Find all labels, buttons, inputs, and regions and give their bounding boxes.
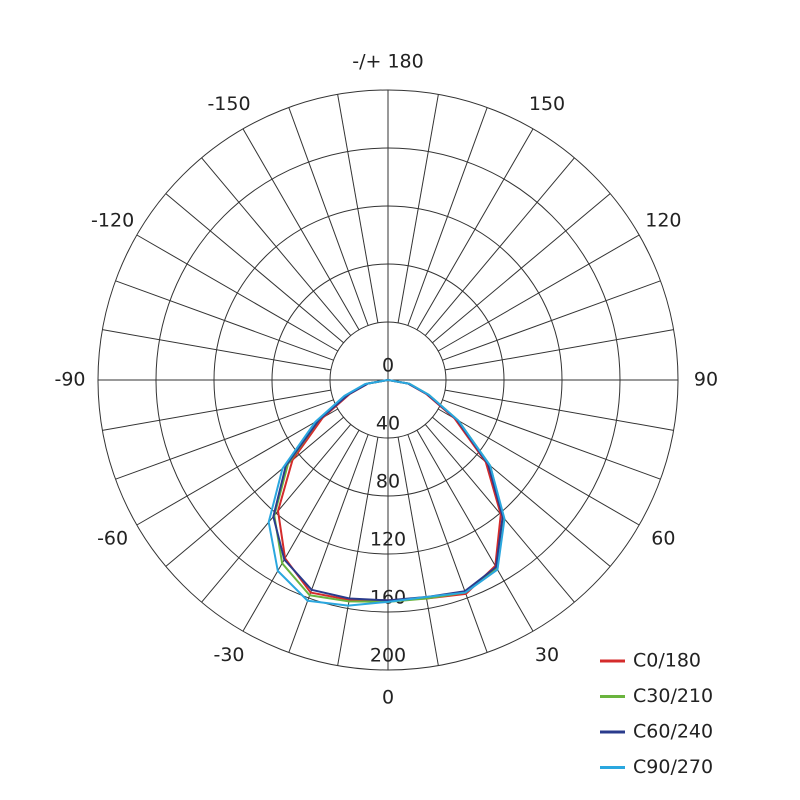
- radial-label: 80: [376, 471, 400, 493]
- grid-spoke: [445, 329, 674, 371]
- grid-spoke: [201, 424, 352, 603]
- radial-label: 40: [376, 413, 400, 435]
- angle-label: -30: [213, 644, 244, 666]
- angle-label: -120: [91, 210, 134, 232]
- grid-spoke: [432, 416, 611, 567]
- grid-spoke: [337, 437, 379, 666]
- grid-spoke: [442, 280, 661, 361]
- angle-label: 60: [651, 528, 675, 550]
- grid-spoke: [165, 416, 344, 567]
- grid-spoke: [442, 399, 661, 480]
- grid-spoke: [102, 389, 331, 431]
- grid-spoke: [416, 128, 534, 331]
- legend-label: C0/180: [633, 650, 701, 672]
- grid-spoke: [397, 94, 439, 323]
- grid-spoke: [288, 107, 369, 326]
- grid-spoke: [115, 280, 334, 361]
- radial-label: 0: [382, 355, 394, 377]
- grid-spoke: [136, 408, 339, 526]
- grid-spoke: [424, 157, 575, 336]
- grid-spoke: [407, 107, 488, 326]
- radial-label: 120: [370, 529, 406, 551]
- grid-spoke: [136, 234, 339, 352]
- grid-spoke: [437, 408, 640, 526]
- grid-spoke: [242, 429, 360, 632]
- legend-label: C60/240: [633, 721, 713, 743]
- series-line: [267, 379, 506, 607]
- grid-spoke: [102, 329, 331, 371]
- grid-spoke: [115, 399, 334, 480]
- radial-label: 160: [370, 587, 406, 609]
- grid-spoke: [407, 434, 488, 653]
- grid-spoke: [288, 434, 369, 653]
- angle-label: 30: [535, 644, 559, 666]
- grid-spoke: [432, 193, 611, 344]
- grid-spoke: [437, 234, 640, 352]
- angle-label: -150: [207, 93, 250, 115]
- legend-label: C90/270: [633, 756, 713, 778]
- angle-label: 150: [529, 93, 565, 115]
- angle-label: 120: [645, 210, 681, 232]
- grid-spoke: [165, 193, 344, 344]
- grid-spoke: [242, 128, 360, 331]
- angle-label: 90: [694, 369, 718, 391]
- angle-label: -90: [54, 369, 85, 391]
- radial-label: 200: [370, 645, 406, 667]
- angle-label: 0: [382, 687, 394, 709]
- angle-label: -/+ 180: [352, 51, 423, 73]
- grid-spoke: [397, 437, 439, 666]
- grid-spoke: [416, 429, 534, 632]
- grid-spoke: [337, 94, 379, 323]
- grid-spoke: [201, 157, 352, 336]
- legend-label: C30/210: [633, 685, 713, 707]
- angle-label: -60: [97, 528, 128, 550]
- grid-spoke: [445, 389, 674, 431]
